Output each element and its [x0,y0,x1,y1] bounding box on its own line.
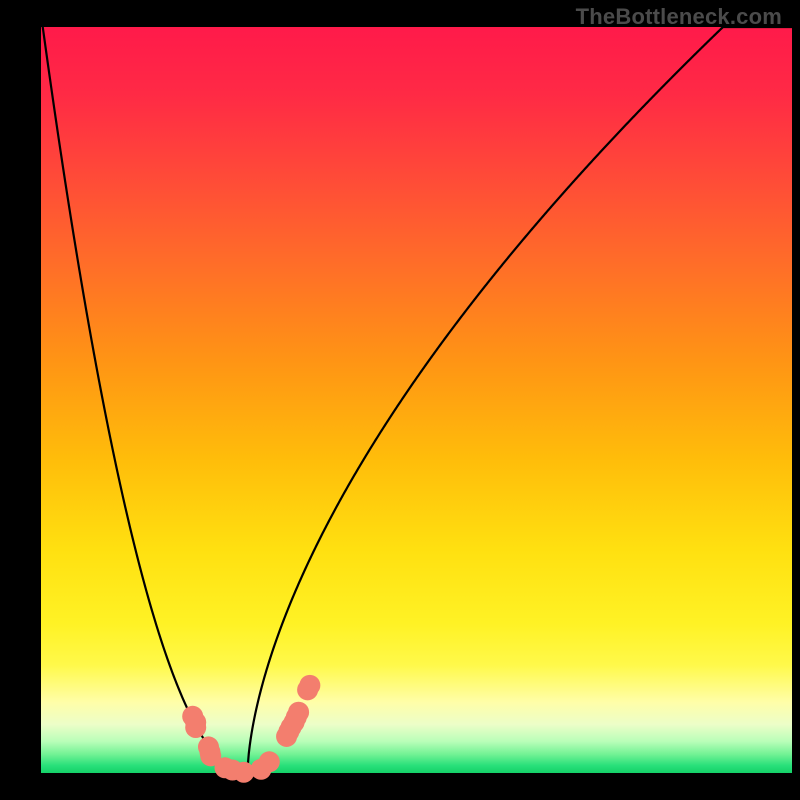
marker-point [259,751,280,772]
chart-canvas: TheBottleneck.com [0,0,800,800]
marker-point [299,675,320,696]
plot-background [41,27,792,773]
marker-point [288,702,309,723]
watermark-text: TheBottleneck.com [576,4,782,30]
marker-point [182,706,203,727]
plot-svg [0,0,800,800]
